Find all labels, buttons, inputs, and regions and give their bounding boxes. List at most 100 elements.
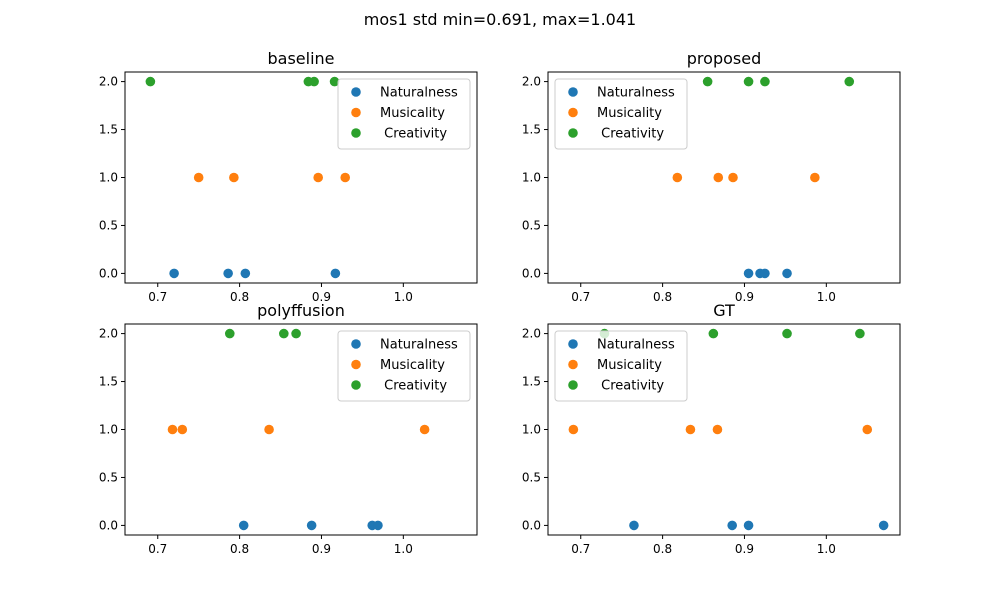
data-point-creativity: [855, 328, 865, 339]
legend-box: [337, 78, 471, 150]
data-point-musicality: [685, 424, 696, 435]
data-point-naturalness: [238, 520, 249, 531]
legend-marker: [351, 339, 361, 349]
data-point-musicality: [810, 172, 820, 183]
legend: Naturalness Musicality Creativity: [337, 78, 471, 150]
y-tick-label: 1.5: [99, 123, 118, 137]
data-point-creativity: [329, 76, 340, 87]
legend-label: Naturalness: [380, 86, 458, 101]
data-point-creativity: [782, 328, 792, 339]
data-point-creativity: [743, 76, 754, 87]
y-tick-label: 0.5: [522, 218, 541, 232]
subplot-3: polyffusion 0.7 0.8 0.9 1.0 0.0 0.5 1.0 1.5 2.0 Na…: [99, 301, 478, 556]
y-tick-label: 1.0: [99, 423, 118, 437]
legend-marker: [568, 380, 578, 390]
subplot-1: baseline 0.7 0.8 0.9 1.0 0.0 0.5 1.0 1.5 2.0 Natur…: [99, 49, 478, 304]
y-tick-label: 1.5: [522, 123, 541, 137]
x-tick-label: 1.0: [817, 542, 836, 556]
x-tick-label: 0.9: [735, 290, 754, 304]
y-tick-label: 2.0: [99, 327, 118, 341]
legend-label: Musicality: [597, 106, 662, 121]
data-point-naturalness: [306, 520, 317, 531]
data-point-naturalness: [878, 520, 889, 531]
data-point-musicality: [568, 424, 579, 435]
y-tick-label: 2.0: [99, 75, 118, 89]
legend-marker: [351, 380, 361, 390]
data-point-musicality: [340, 172, 351, 183]
data-point-creativity: [708, 328, 719, 339]
legend-marker: [351, 107, 361, 118]
data-point-musicality: [177, 424, 188, 435]
data-point-creativity: [224, 328, 235, 339]
legend: Naturalness Musicality Creativity: [554, 330, 688, 402]
legend-box: [554, 330, 688, 402]
data-point-musicality: [419, 424, 430, 435]
x-tick-label: 0.8: [230, 542, 249, 556]
legend-marker: [568, 359, 578, 370]
y-tick-label: 1.5: [522, 375, 541, 389]
x-tick-label: 0.8: [653, 542, 672, 556]
data-point-musicality: [167, 424, 178, 435]
data-point-musicality: [712, 424, 723, 435]
data-point-naturalness: [727, 520, 737, 531]
legend-label: Creativity: [597, 127, 664, 142]
data-point-creativity: [291, 328, 301, 339]
data-point-naturalness: [223, 268, 233, 279]
data-point-naturalness: [373, 520, 383, 531]
x-tick-label: 0.7: [148, 290, 167, 304]
axes-frame: [124, 71, 478, 284]
data-point-musicality: [313, 172, 323, 183]
legend: Naturalness Musicality Creativity: [337, 330, 471, 402]
data-point-musicality: [728, 172, 738, 183]
axes-frame: [547, 323, 901, 536]
x-tick-label: 1.0: [394, 542, 413, 556]
legend-label: Naturalness: [597, 338, 675, 353]
y-tick-label: 0.5: [522, 470, 541, 484]
legend-marker: [568, 107, 578, 118]
legend-marker: [351, 359, 361, 370]
y-tick-label: 2.0: [522, 327, 541, 341]
legend-label: Naturalness: [597, 86, 675, 101]
legend-marker: [351, 128, 361, 138]
subplot-title: GT: [713, 301, 735, 320]
legend-label: Creativity: [380, 127, 447, 142]
data-point-musicality: [264, 424, 274, 435]
legend-box: [554, 78, 688, 150]
y-tick-label: 2.0: [522, 75, 541, 89]
x-tick-label: 0.8: [230, 290, 249, 304]
x-tick-label: 1.0: [394, 290, 413, 304]
legend: Naturalness Musicality Creativity: [554, 78, 688, 150]
legend-label: Musicality: [380, 106, 445, 121]
data-point-musicality: [713, 172, 724, 183]
data-point-creativity: [279, 328, 289, 339]
legend-label: Creativity: [380, 379, 447, 394]
data-point-naturalness: [240, 268, 251, 279]
y-tick-label: 1.5: [99, 375, 118, 389]
data-point-musicality: [229, 172, 239, 183]
data-point-naturalness: [330, 268, 341, 279]
axes-frame: [124, 323, 478, 536]
subplot-2: proposed 0.7 0.8 0.9 1.0 0.0 0.5 1.0 1.5 2.0 Natur…: [522, 49, 901, 304]
y-tick-label: 0.5: [99, 218, 118, 232]
subplot-title: polyffusion: [257, 301, 345, 320]
legend-marker: [351, 87, 361, 97]
legend-box: [337, 330, 471, 402]
x-tick-label: 0.8: [653, 290, 672, 304]
data-point-naturalness: [169, 268, 179, 279]
data-point-naturalness: [743, 268, 754, 279]
data-point-creativity: [145, 76, 156, 87]
legend-label: Musicality: [597, 358, 662, 373]
data-point-creativity: [844, 76, 855, 87]
legend-marker: [568, 128, 578, 138]
x-tick-label: 0.9: [312, 290, 331, 304]
y-tick-label: 1.0: [522, 171, 541, 185]
y-tick-label: 0.0: [99, 266, 118, 280]
data-point-musicality: [672, 172, 683, 183]
figure-suptitle: mos1 std min=0.691, max=1.041: [364, 10, 636, 29]
legend-label: Creativity: [597, 379, 664, 394]
y-tick-label: 1.0: [99, 171, 118, 185]
y-tick-label: 0.0: [522, 266, 541, 280]
subplot-title: baseline: [267, 49, 334, 68]
y-tick-label: 0.0: [99, 518, 118, 532]
